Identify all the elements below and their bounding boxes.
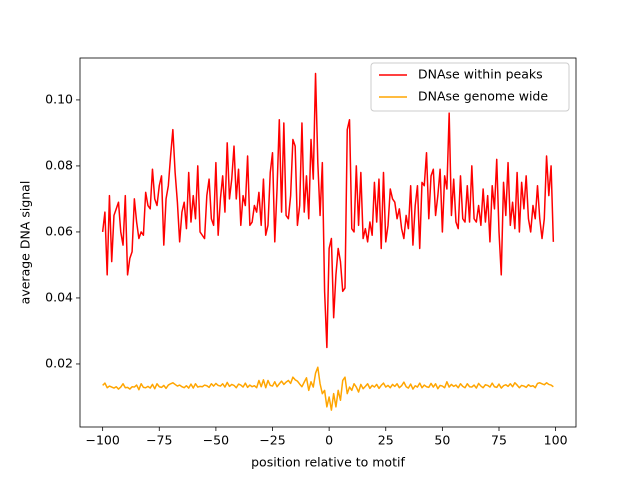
legend-label: DNAse genome wide (418, 89, 548, 104)
plot-frame (79, 57, 577, 428)
x-tick-label: −100 (85, 433, 119, 448)
x-tick-label: 50 (434, 433, 450, 448)
x-axis-label: position relative to motif (251, 455, 405, 470)
y-tick-label: 0.08 (45, 157, 73, 172)
legend-box (370, 62, 570, 112)
x-tick-label: −25 (259, 433, 285, 448)
legend: DNAse within peaks DNAse genome wide (370, 62, 570, 112)
x-tick-label: 100 (544, 433, 568, 448)
y-tick-label: 0.04 (45, 289, 73, 304)
y-tick-label: 0.06 (45, 223, 73, 238)
x-tick-label: 75 (491, 433, 507, 448)
x-tick-label: 25 (378, 433, 394, 448)
y-axis-label: average DNA signal (18, 181, 33, 305)
data-line (102, 366, 554, 411)
y-tick-label: 0.02 (45, 355, 73, 370)
data-line (101, 72, 555, 349)
y-tick-label: 0.10 (45, 91, 73, 106)
x-tick-label: 0 (325, 433, 333, 448)
x-tick-label: −50 (203, 433, 229, 448)
legend-label: DNAse within peaks (418, 67, 543, 82)
x-tick-label: −75 (146, 433, 172, 448)
